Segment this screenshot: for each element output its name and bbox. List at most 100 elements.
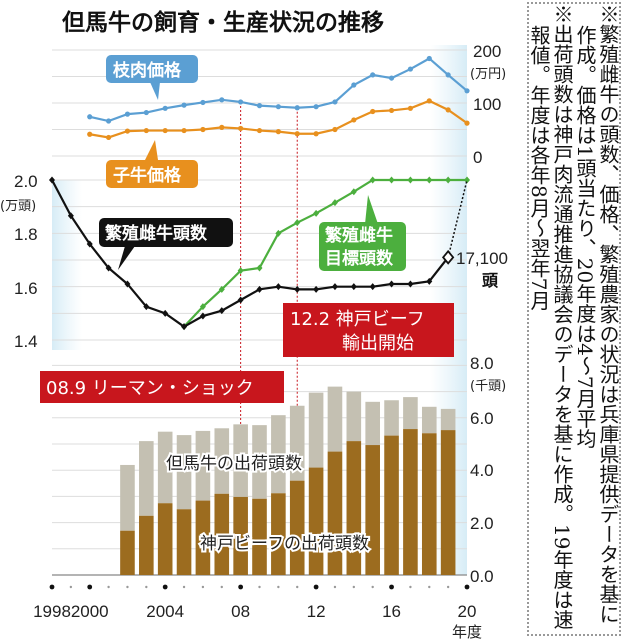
carcass-price-point	[181, 102, 187, 108]
breeding-cows-point	[313, 285, 320, 293]
calf-price-point	[426, 98, 432, 104]
bar-kobe	[271, 493, 286, 575]
head-axis: 2.0 (万頭) 1.8 1.6 1.4	[0, 172, 38, 351]
breeding-cows-point	[218, 307, 225, 315]
x-tick-label: 1998	[33, 602, 71, 621]
target-cows-point	[388, 176, 395, 184]
x-axis-label: 年度	[452, 623, 482, 640]
x-tick-label: 2004	[146, 602, 184, 621]
target-cows-point	[199, 303, 206, 311]
carcass-price-point	[219, 97, 225, 103]
carcass-price-point	[143, 109, 149, 116]
calf-price-point	[162, 127, 168, 134]
legend-carcass-price: 枝肉価格	[106, 55, 198, 100]
calf-price-point	[332, 126, 338, 133]
x-tick-dot	[162, 584, 168, 590]
breeding-cows-point	[49, 176, 55, 184]
calf-price-point	[294, 131, 300, 137]
legend-breeding-cows: 繁殖雌牛頭数	[99, 218, 233, 270]
x-tick-label: 12	[307, 602, 326, 621]
tick-label: 1.4	[14, 332, 38, 351]
carcass-price-point	[124, 111, 131, 117]
target-cows-point	[464, 176, 471, 184]
bar-tajima	[440, 408, 456, 431]
series-label: 繁殖雌牛頭数	[104, 223, 208, 244]
x-tick-dot	[145, 585, 148, 589]
last-value-label: 17,100	[456, 249, 508, 268]
tick-label: 6.0	[470, 409, 494, 428]
axis-unit: (万頭)	[0, 199, 36, 214]
event-kobe-export: 12.2 神戸ビーフ 輸出開始	[283, 303, 454, 357]
x-tick-dot	[428, 585, 431, 589]
target-cows-point	[218, 285, 225, 293]
bar-kobe	[308, 467, 324, 575]
tick-label: 2.0	[14, 172, 38, 191]
x-tick-label: 2000	[71, 602, 109, 621]
label-line: 目標頭数	[325, 248, 394, 269]
tick-label: 4.0	[470, 461, 494, 480]
axis-unit: (万円)	[470, 67, 506, 82]
target-cows-point	[237, 267, 244, 275]
target-cows-point	[426, 176, 433, 184]
breeding-cows-point	[162, 309, 169, 317]
tick-label: 0	[473, 148, 482, 167]
breeding-cows-point	[199, 312, 206, 320]
breeding-cows-point	[105, 264, 112, 272]
breeding-cows-point	[350, 283, 357, 291]
target-cows-point	[350, 188, 357, 196]
breeding-cows-line	[51, 179, 450, 328]
event-label: 12.2 神戸ビーフ	[290, 309, 425, 330]
x-tick-dot	[277, 585, 280, 589]
carcass-price-point	[313, 104, 319, 110]
tick-label: 8.0	[470, 354, 494, 373]
carcass-price-point	[238, 99, 244, 105]
x-axis: 1998 2000 2004 08 12 16 20 年度	[33, 584, 482, 640]
target-cows-point	[331, 199, 338, 207]
breeding-cows-point	[237, 296, 244, 304]
bar-tajima	[233, 424, 248, 497]
calf-price-point	[388, 107, 395, 114]
carcass-price-point	[294, 105, 300, 111]
bar-kobe	[139, 515, 154, 575]
breeding-cows-point	[294, 285, 301, 293]
bar-kobe	[214, 493, 230, 575]
target-cows-point	[294, 219, 301, 227]
bars	[120, 386, 456, 575]
bar-tajima	[214, 428, 230, 494]
x-tick-dot	[126, 585, 129, 589]
x-tick-dot	[333, 585, 337, 589]
bar-kobe	[365, 445, 380, 575]
calf-price-point	[275, 129, 281, 135]
target-cows-point	[407, 176, 414, 184]
breeding-cows-point	[275, 283, 282, 291]
bar-tajima	[403, 397, 418, 430]
calf-price-point	[256, 127, 263, 134]
x-tick-dot	[258, 585, 261, 589]
target-cows-point	[313, 209, 320, 217]
bar-kobe	[403, 429, 418, 575]
breeding-cows-point	[426, 277, 433, 285]
bar-tajima	[195, 430, 211, 501]
breeding-cows-point	[67, 212, 74, 220]
x-tick-dot	[313, 584, 319, 590]
label-line: 繁殖雌牛	[324, 225, 393, 246]
x-tick-label: 08	[231, 602, 250, 621]
bar-tajima	[139, 441, 154, 516]
target-cows-line	[183, 178, 468, 328]
target-cows-point	[256, 264, 263, 272]
x-tick-dot	[69, 585, 73, 589]
lines	[49, 55, 471, 331]
bar-tajima	[176, 435, 192, 510]
calf-price-point	[351, 117, 357, 123]
carcass-price-point	[351, 82, 357, 88]
calf-price-point	[445, 107, 451, 113]
series-label: 子牛価格	[113, 165, 182, 186]
calf-price-point	[238, 125, 244, 132]
tick-label: 200	[473, 42, 501, 61]
x-tick-dot	[49, 584, 55, 590]
bar-tajima	[308, 392, 324, 468]
x-tick-dot	[296, 585, 299, 589]
bar-kobe	[346, 441, 362, 575]
carcass-price-point	[87, 114, 93, 120]
